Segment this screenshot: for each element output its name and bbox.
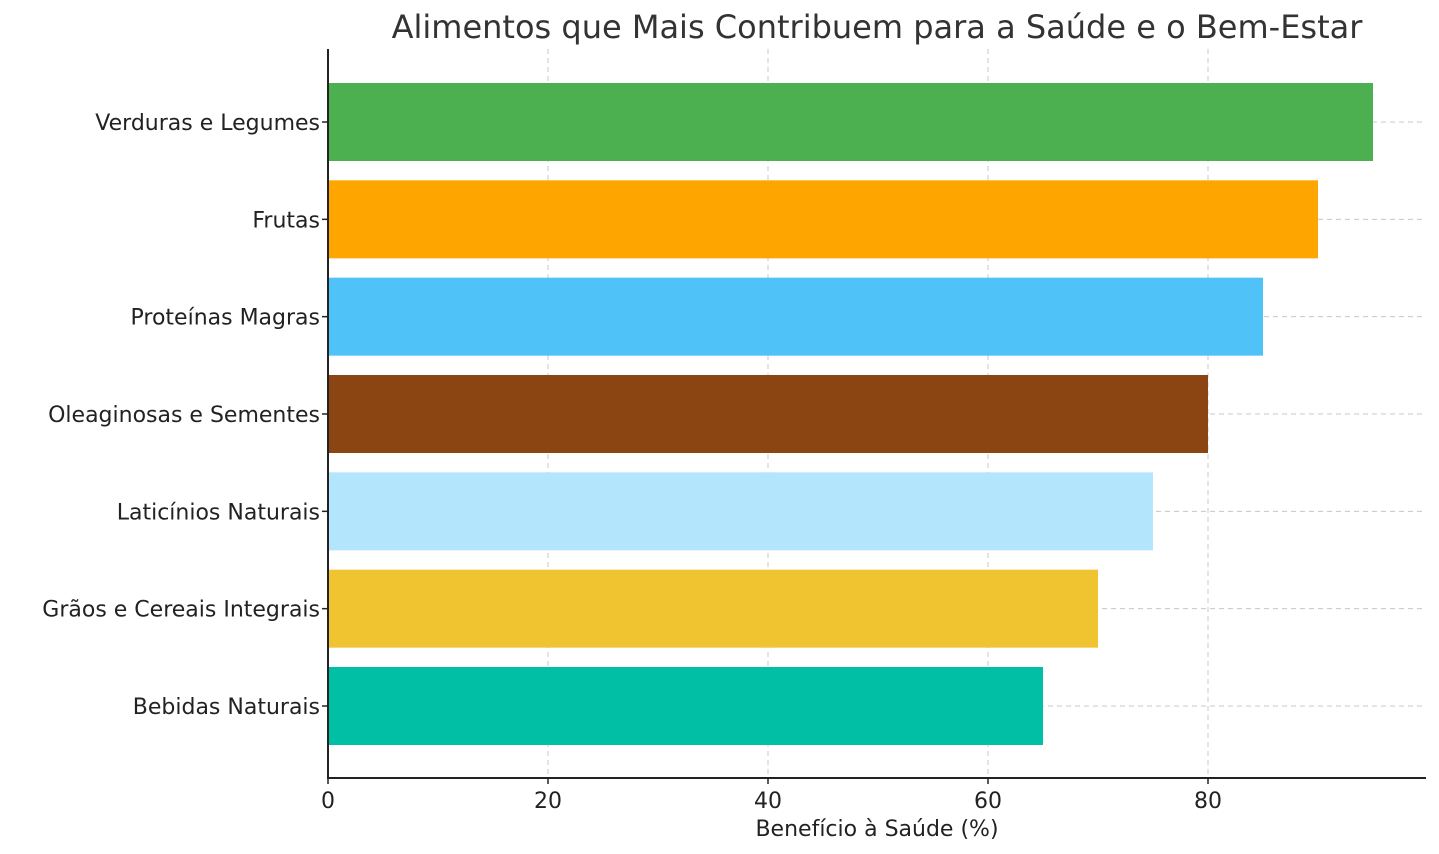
x-tick-label: 80 (1194, 789, 1222, 814)
category-label: Proteínas Magras (131, 306, 320, 331)
bar-layer (328, 83, 1373, 745)
bar (328, 667, 1043, 745)
x-tick-label: 60 (974, 789, 1002, 814)
category-label: Oleaginosas e Sementes (48, 403, 320, 428)
category-label: Grãos e Cereais Integrais (42, 598, 320, 623)
category-label: Bebidas Naturais (133, 695, 320, 720)
x-tick-label: 20 (534, 789, 562, 814)
category-label: Frutas (252, 208, 320, 233)
x-tick-layer: 0 20 40 60 80 (321, 778, 1222, 814)
category-label: Laticínios Naturais (117, 500, 320, 525)
x-tick-label: 40 (754, 789, 782, 814)
category-label-layer: Verduras e Legumes Frutas Proteínas Magras… (42, 111, 328, 720)
x-tick-label: 0 (321, 789, 335, 814)
bar (328, 180, 1318, 259)
bar (328, 83, 1373, 161)
bar (328, 375, 1208, 453)
bar (328, 277, 1263, 356)
chart-title: Alimentos que Mais Contribuem para a Saú… (392, 8, 1364, 46)
x-axis-label: Benefício à Saúde (%) (755, 817, 998, 842)
bar (328, 472, 1153, 551)
bar (328, 569, 1098, 648)
category-label: Verduras e Legumes (95, 111, 320, 136)
